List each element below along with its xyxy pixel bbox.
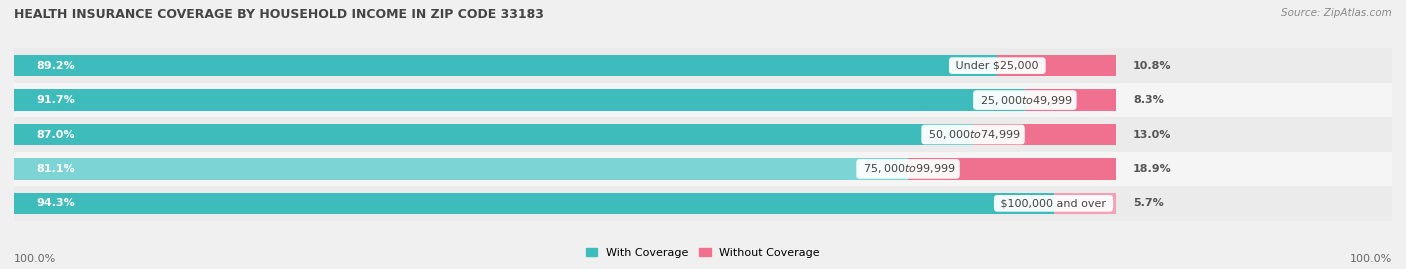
Text: 10.8%: 10.8% — [1133, 61, 1171, 71]
Bar — [908, 158, 1116, 180]
Text: 87.0%: 87.0% — [37, 129, 75, 140]
Bar — [1025, 89, 1116, 111]
Text: 100.0%: 100.0% — [14, 254, 56, 264]
Bar — [14, 89, 1025, 111]
Text: HEALTH INSURANCE COVERAGE BY HOUSEHOLD INCOME IN ZIP CODE 33183: HEALTH INSURANCE COVERAGE BY HOUSEHOLD I… — [14, 8, 544, 21]
Text: 81.1%: 81.1% — [37, 164, 75, 174]
Text: 8.3%: 8.3% — [1133, 95, 1164, 105]
Text: Under $25,000: Under $25,000 — [952, 61, 1042, 71]
Bar — [997, 55, 1116, 76]
Text: $25,000 to $49,999: $25,000 to $49,999 — [977, 94, 1073, 107]
Bar — [14, 48, 1392, 83]
Text: $75,000 to $99,999: $75,000 to $99,999 — [859, 162, 956, 175]
Bar — [1053, 193, 1116, 214]
Text: $50,000 to $74,999: $50,000 to $74,999 — [925, 128, 1021, 141]
Bar — [14, 152, 1392, 186]
Text: 5.7%: 5.7% — [1133, 198, 1164, 208]
Text: 18.9%: 18.9% — [1133, 164, 1171, 174]
Text: Source: ZipAtlas.com: Source: ZipAtlas.com — [1281, 8, 1392, 18]
Text: 91.7%: 91.7% — [37, 95, 75, 105]
Legend: With Coverage, Without Coverage: With Coverage, Without Coverage — [586, 248, 820, 258]
Bar — [14, 124, 973, 145]
Text: 94.3%: 94.3% — [37, 198, 75, 208]
Text: 89.2%: 89.2% — [37, 61, 75, 71]
Bar — [14, 55, 997, 76]
Bar — [14, 83, 1392, 117]
Bar — [973, 124, 1116, 145]
Bar — [14, 117, 1392, 152]
Text: 13.0%: 13.0% — [1133, 129, 1171, 140]
Bar — [14, 186, 1392, 221]
Bar — [14, 158, 908, 180]
Text: $100,000 and over: $100,000 and over — [997, 198, 1109, 208]
Text: 100.0%: 100.0% — [1350, 254, 1392, 264]
Bar — [14, 193, 1053, 214]
